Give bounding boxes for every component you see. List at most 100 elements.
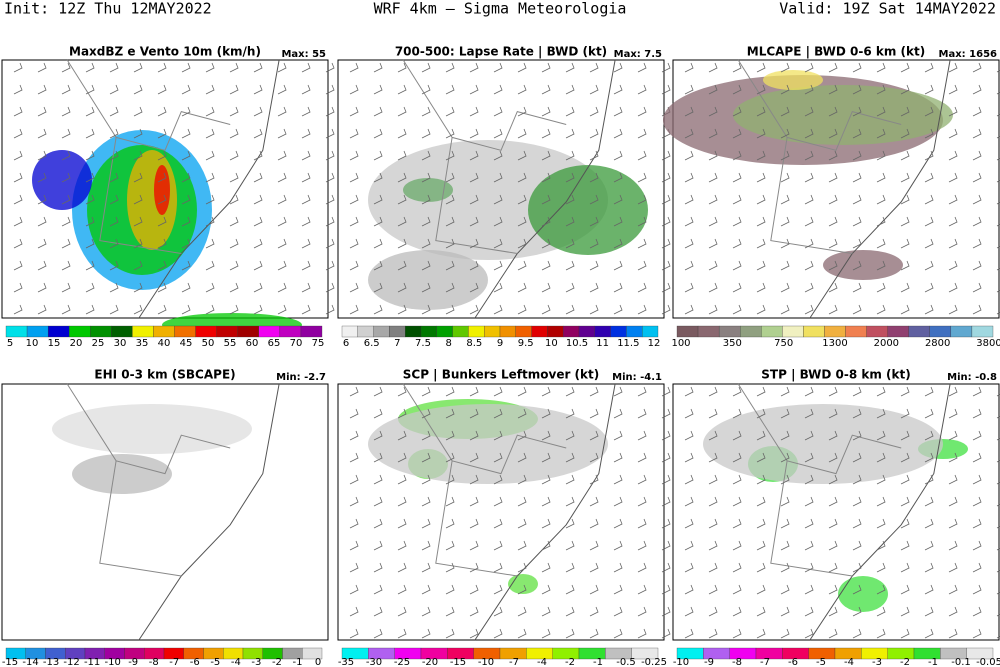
wind-barb	[924, 408, 934, 419]
field-blob	[703, 404, 943, 484]
wind-barb	[109, 194, 119, 205]
wind-barb	[732, 386, 742, 397]
wind-barb	[373, 408, 383, 419]
wind-barb	[852, 518, 862, 529]
wind-barb	[756, 260, 766, 271]
colorbar-swatch	[578, 325, 595, 338]
wind-barb	[756, 150, 766, 161]
wind-barb	[349, 496, 359, 507]
wind-barb	[613, 496, 623, 507]
wind-barb	[661, 430, 671, 441]
colorbar-label: 30	[114, 338, 127, 349]
wind-barb	[229, 172, 239, 183]
wind-barb	[493, 238, 503, 249]
wind-barb	[493, 194, 503, 205]
wind-barb	[469, 606, 479, 617]
wind-barb	[900, 430, 910, 441]
wind-barb	[13, 62, 23, 73]
wind-barb	[493, 172, 503, 183]
wind-barb	[349, 282, 359, 293]
wind-barb	[852, 496, 862, 507]
wind-barb	[325, 62, 335, 73]
wind-barb	[85, 150, 95, 161]
wind-barb	[589, 150, 599, 161]
colorbar-label: -25	[394, 657, 410, 667]
wind-barb	[565, 540, 575, 551]
colorbar-label: -5	[210, 657, 220, 667]
wind-barb	[876, 150, 886, 161]
colorbar-label: 7	[394, 338, 400, 349]
wind-barb	[589, 216, 599, 227]
wind-barb	[684, 282, 694, 293]
wind-barb	[565, 628, 575, 639]
panel-stat: Min: -2.7	[276, 372, 326, 383]
field-blob	[763, 70, 823, 90]
wind-barb	[565, 150, 575, 161]
wind-barb	[876, 304, 886, 315]
colorbar-label: 0	[315, 657, 321, 667]
colorbar-label: -10	[104, 657, 120, 667]
colorbar-label: -1	[593, 657, 603, 667]
wind-barb	[661, 172, 671, 183]
wind-barb	[397, 386, 407, 397]
colorbar-label: 60	[246, 338, 259, 349]
wind-barb	[445, 172, 455, 183]
wind-barb	[109, 282, 119, 293]
wind-barb	[277, 194, 287, 205]
wind-barb	[469, 216, 479, 227]
wind-barb	[469, 282, 479, 293]
wind-barb	[325, 106, 335, 117]
wind-barb	[253, 304, 263, 315]
wind-barb	[589, 386, 599, 397]
colorbar-label: 6	[343, 338, 349, 349]
wind-barb	[421, 150, 431, 161]
wind-barb	[469, 496, 479, 507]
wind-barb	[804, 518, 814, 529]
wind-barb	[613, 84, 623, 95]
wind-barb	[373, 194, 383, 205]
wind-barb	[804, 474, 814, 485]
wind-barb	[780, 496, 790, 507]
wind-barb	[948, 172, 958, 183]
wind-barb	[13, 106, 23, 117]
wind-barb	[972, 408, 982, 419]
wind-barb	[852, 84, 862, 95]
wind-barb	[61, 260, 71, 271]
wind-barb	[373, 106, 383, 117]
wind-barb	[301, 238, 311, 249]
wind-barb	[661, 62, 671, 73]
wind-barb	[469, 172, 479, 183]
wind-barb	[493, 474, 503, 485]
wind-barb	[517, 452, 527, 463]
wind-barb	[708, 628, 718, 639]
wind-barb	[61, 128, 71, 139]
colorbar-label: 35	[136, 338, 149, 349]
wind-barb	[780, 304, 790, 315]
wind-barb	[756, 128, 766, 139]
wind-barb	[565, 430, 575, 441]
colorbar-label: -5	[816, 657, 826, 667]
wind-barb	[85, 128, 95, 139]
wind-barb	[972, 150, 982, 161]
wind-barb	[445, 584, 455, 595]
wind-barb	[109, 304, 119, 315]
wind-barb	[732, 84, 742, 95]
wind-barb	[876, 84, 886, 95]
wind-barb	[205, 282, 215, 293]
wind-barb	[37, 62, 47, 73]
wind-barb	[445, 84, 455, 95]
wind-barb	[397, 496, 407, 507]
wind-barb	[445, 628, 455, 639]
colorbar-label: -2	[565, 657, 575, 667]
colorbar-swatch	[69, 325, 91, 338]
wind-barb	[517, 628, 527, 639]
wind-barb	[301, 282, 311, 293]
wind-barb	[253, 84, 263, 95]
wind-barb	[708, 304, 718, 315]
wind-barb	[828, 194, 838, 205]
colorbar-swatch	[845, 325, 867, 338]
wind-barb	[37, 194, 47, 205]
wind-barb	[589, 430, 599, 441]
wind-barb	[924, 128, 934, 139]
wind-barb	[517, 150, 527, 161]
